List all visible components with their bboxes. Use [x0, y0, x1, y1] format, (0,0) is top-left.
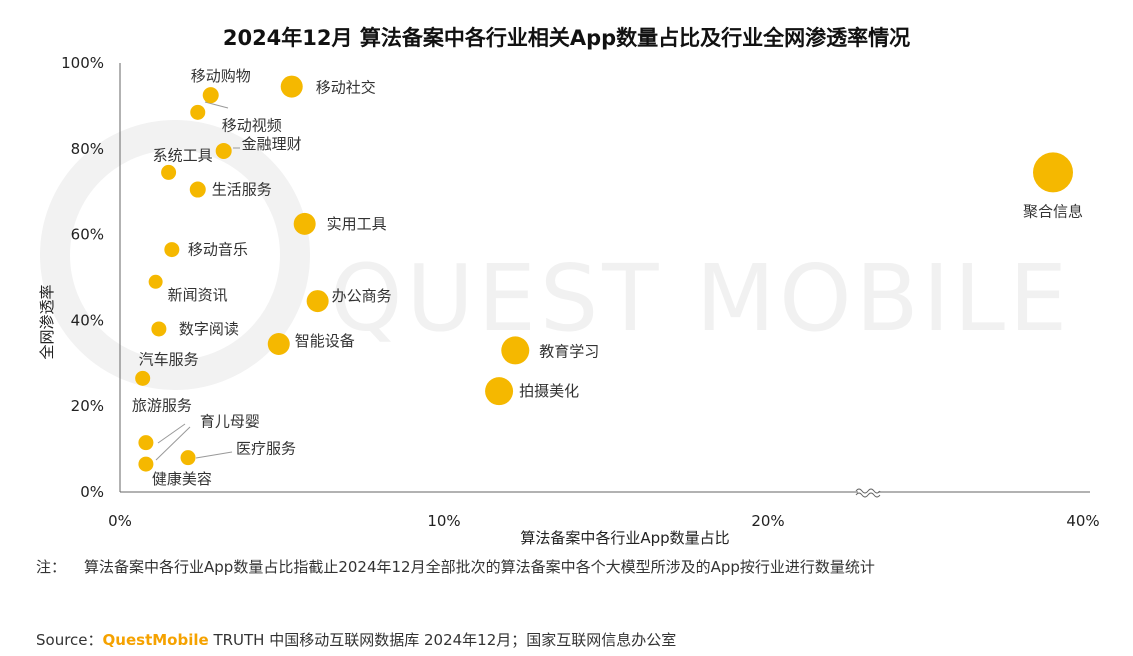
axes: 0% 20% 40% 60% 80% 100% 0% 10% 20% 40% 算法备案中各行业App…	[38, 54, 1100, 547]
source-text: TRUTH 中国移动互联网数据库 2024年12月；国家互联网信息办公室	[208, 631, 677, 649]
point-label-智能设备: 智能设备	[295, 332, 355, 350]
source-line: Source：QuestMobile TRUTH 中国移动互联网数据库 2024…	[36, 629, 676, 650]
bubble-聚合信息	[1033, 152, 1073, 193]
point-label-金融理财: 金融理财	[242, 135, 302, 153]
y-tick-label: 100%	[61, 54, 104, 72]
point-label-移动视频: 移动视频	[222, 116, 282, 134]
watermark-ring	[40, 120, 310, 390]
x-axis-title: 算法备案中各行业App数量占比	[520, 529, 729, 547]
note-text: 算法备案中各行业App数量占比指截止2024年12月全部批次的算法备案中各个大模…	[84, 558, 875, 576]
bubble-金融理财	[215, 142, 232, 159]
bubble-健康美容	[138, 456, 154, 472]
watermark-text: QUEST MOBILE	[330, 245, 1071, 352]
axis-break-gap	[858, 486, 878, 498]
x-tick-label: 0%	[108, 512, 132, 530]
leader-line	[195, 451, 233, 459]
source-label: Source：	[36, 631, 103, 649]
y-axis-title: 全网渗透率	[38, 284, 56, 359]
point-label-移动购物: 移动购物	[191, 67, 251, 85]
leader-line	[157, 423, 186, 444]
leader-lines	[155, 101, 240, 461]
point-label-汽车服务: 汽车服务	[139, 350, 199, 368]
x-tick-label: 40%	[1066, 512, 1099, 530]
leader-line	[204, 101, 229, 109]
axis-break-mark	[855, 492, 881, 498]
point-label-系统工具: 系统工具	[153, 146, 213, 164]
point-label-教育学习: 教育学习	[539, 342, 599, 360]
bubble-新闻资讯	[148, 274, 163, 289]
point-label-新闻资讯: 新闻资讯	[168, 286, 228, 304]
bubble-智能设备	[267, 332, 290, 355]
bubble-移动音乐	[164, 242, 180, 258]
bubble-移动社交	[280, 75, 303, 98]
leader-line	[155, 426, 191, 461]
point-label-拍摄美化: 拍摄美化	[519, 382, 579, 400]
bubble-医疗服务	[180, 450, 196, 466]
point-label-办公商务: 办公商务	[332, 287, 392, 305]
note-label: 注：	[36, 558, 67, 576]
y-tick-label: 0%	[80, 483, 104, 501]
x-tick-label: 20%	[751, 512, 784, 530]
bubble-拍摄美化	[485, 377, 514, 406]
point-label-育儿母婴: 育儿母婴	[200, 413, 260, 431]
bubble-移动购物	[202, 87, 219, 104]
y-tick-label: 40%	[71, 311, 104, 329]
bubble-教育学习	[501, 336, 530, 365]
point-label-移动社交: 移动社交	[316, 79, 376, 97]
chart-title: 2024年12月 算法备案中各行业相关App数量占比及行业全网渗透率情况	[222, 26, 911, 50]
watermark: QUEST MOBILE	[40, 120, 1071, 390]
point-label-实用工具: 实用工具	[327, 215, 387, 233]
y-tick-label: 20%	[71, 397, 104, 415]
point-label-医疗服务: 医疗服务	[236, 440, 296, 458]
bubble-育儿母婴	[138, 435, 154, 451]
bubble-汽车服务	[135, 370, 151, 386]
source-brand: QuestMobile	[102, 631, 209, 649]
bubble-数字阅读	[151, 321, 167, 337]
point-label-数字阅读: 数字阅读	[179, 320, 239, 338]
chart-note: 注： 算法备案中各行业App数量占比指截止2024年12月全部批次的算法备案中各个…	[36, 556, 893, 577]
bubbles	[135, 75, 1073, 472]
bubble-移动视频	[190, 104, 206, 120]
point-label-健康美容: 健康美容	[152, 470, 212, 488]
point-label-旅游服务: 旅游服务	[132, 396, 192, 414]
point-label-生活服务: 生活服务	[212, 181, 272, 199]
bubble-办公商务	[306, 290, 329, 313]
point-label-聚合信息: 聚合信息	[1023, 202, 1083, 220]
y-tick-label: 60%	[71, 226, 104, 244]
bubble-系统工具	[161, 164, 177, 180]
bubble-实用工具	[293, 212, 316, 235]
bubble-生活服务	[189, 181, 206, 198]
axis-break-mark	[855, 488, 881, 494]
x-tick-label: 10%	[427, 512, 460, 530]
point-label-移动音乐: 移动音乐	[188, 241, 248, 259]
y-tick-label: 80%	[71, 140, 104, 158]
